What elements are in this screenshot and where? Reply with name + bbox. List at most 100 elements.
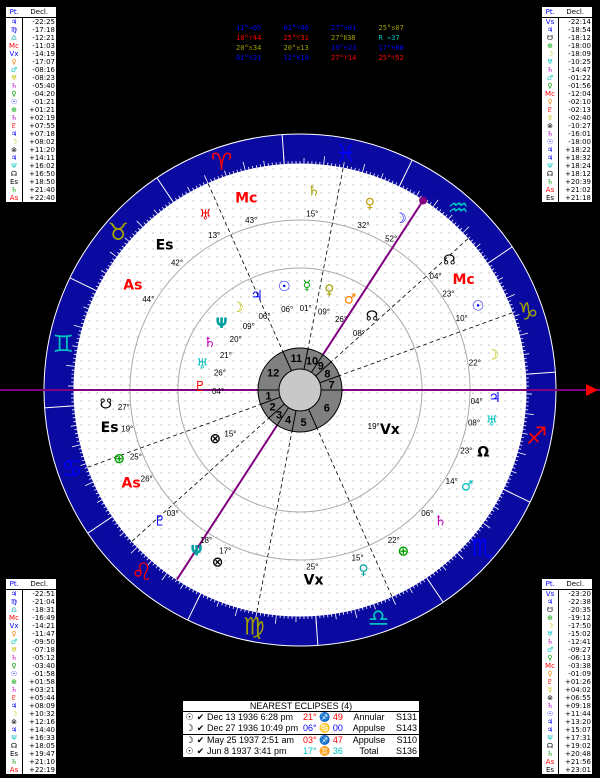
planet-degree: 08° bbox=[468, 418, 480, 427]
degree-tick bbox=[202, 594, 205, 598]
table-row: Es +19:47 bbox=[6, 750, 56, 758]
degree-tick bbox=[95, 492, 99, 495]
degree-tick bbox=[365, 606, 368, 610]
degree-tick bbox=[444, 562, 448, 566]
table-row: ☉ -01:21 bbox=[6, 98, 56, 106]
planet-glyph: ♀ bbox=[6, 630, 23, 638]
degree-tick bbox=[75, 341, 80, 344]
declination-value: +18:22 bbox=[564, 146, 591, 154]
degree-tick bbox=[152, 562, 156, 566]
sign-glyph-3: ♋ bbox=[61, 454, 83, 482]
declination-value: -22:14 bbox=[568, 18, 591, 26]
sign-boundary bbox=[502, 488, 531, 503]
table-row: ☊ +18:12 bbox=[542, 170, 592, 178]
degree-tick bbox=[221, 174, 224, 178]
table-row: ☉ +11:44 bbox=[542, 710, 592, 718]
planet-glyph: ⊗ bbox=[6, 718, 23, 726]
check-icon: ✔ bbox=[196, 723, 205, 733]
degree-tick bbox=[435, 206, 439, 210]
table-row: ♄ -16:01 bbox=[542, 130, 592, 138]
mc-arrow-icon bbox=[419, 196, 428, 205]
degree-tick bbox=[158, 567, 162, 571]
planet-glyph: Ψ bbox=[542, 734, 559, 742]
declination-value: +19:02 bbox=[564, 742, 591, 750]
degree-tick bbox=[510, 307, 514, 310]
degree-tick bbox=[450, 557, 454, 561]
planet-glyph: ♀ bbox=[6, 90, 23, 98]
planet-glyph: ♃ bbox=[542, 726, 559, 734]
planet-glyph: Es bbox=[156, 238, 174, 254]
table-row: ♅ -08:23 bbox=[6, 74, 56, 82]
degree-tick bbox=[248, 166, 250, 170]
table-row: ♂ -08:16 bbox=[6, 66, 56, 74]
planet-glyph: ♄ bbox=[542, 130, 559, 138]
declination-value: -23:20 bbox=[568, 590, 591, 598]
declination-value: -02:13 bbox=[568, 106, 591, 114]
degree-tick bbox=[522, 428, 526, 431]
degree-tick bbox=[517, 451, 527, 456]
degree-tick bbox=[89, 477, 93, 480]
eclipse-position: 03° ♐ 47 bbox=[303, 735, 343, 745]
degree-tick bbox=[422, 579, 426, 583]
degree-tick bbox=[520, 341, 525, 344]
header-decl: Decl. bbox=[22, 579, 56, 590]
declination-value: -10:25 bbox=[568, 58, 591, 66]
degree-tick bbox=[373, 173, 375, 177]
planet-glyph: Mc bbox=[542, 662, 559, 670]
degree-tick bbox=[116, 251, 120, 255]
table-row: ♍ -17:18 bbox=[6, 26, 56, 34]
table-row: ☉ -01:58 bbox=[6, 670, 56, 678]
planet-degree: 17° bbox=[219, 546, 231, 555]
table-row: ♇ +07:55 bbox=[6, 122, 56, 130]
table-row: Ψ +17:31 bbox=[542, 734, 592, 742]
declination-value: +03:21 bbox=[28, 686, 55, 694]
declination-value: -09:27 bbox=[568, 646, 591, 654]
planet-glyph: Ψ bbox=[191, 543, 203, 559]
degree-tick bbox=[472, 242, 476, 246]
degree-tick bbox=[92, 485, 96, 488]
declination-value: +05:44 bbox=[28, 694, 55, 702]
degree-tick bbox=[210, 179, 213, 183]
degree-tick bbox=[75, 432, 79, 435]
declination-value: +18:32 bbox=[564, 154, 591, 162]
degree-tick bbox=[251, 165, 254, 170]
degree-tick bbox=[516, 455, 520, 458]
degree-tick bbox=[495, 275, 499, 278]
house-number-5: 5 bbox=[301, 417, 307, 429]
planet-glyph: Ψ bbox=[216, 316, 228, 332]
degree-tick bbox=[94, 488, 98, 491]
degree-tick bbox=[119, 531, 125, 537]
declination-value: -06:13 bbox=[568, 654, 591, 662]
sign-boundary bbox=[315, 615, 319, 646]
planet-degree: 19° bbox=[368, 422, 380, 431]
degree-tick bbox=[130, 546, 138, 554]
degree-tick bbox=[126, 537, 130, 541]
degree-tick bbox=[147, 560, 153, 566]
sign-glyph-10: ♒ bbox=[447, 194, 469, 222]
table-row: As +21:56 bbox=[542, 758, 592, 766]
planet-glyph: ♀ bbox=[6, 662, 23, 670]
planet-glyph: ♂ bbox=[6, 66, 23, 74]
planet-degree: 22° bbox=[469, 358, 481, 367]
eclipse-date: Jun 8 1937 3:41 pm bbox=[207, 746, 287, 756]
degree-tick bbox=[143, 222, 147, 225]
eclipse-row: ☉ ✔ Dec 13 1936 6:28 pm 21° ♐ 49 Annular S131 bbox=[183, 712, 419, 723]
degree-tick bbox=[71, 444, 81, 448]
degree-tick bbox=[465, 543, 468, 547]
degree-tick bbox=[519, 444, 523, 446]
planet-glyph: ♃ bbox=[6, 702, 23, 710]
degree-tick bbox=[221, 602, 224, 606]
house-number-2: 2 bbox=[270, 401, 276, 413]
declination-value: +15:07 bbox=[564, 726, 591, 734]
declination-value: +10:32 bbox=[28, 710, 55, 718]
degree-tick bbox=[87, 474, 91, 477]
table-row: ♂ -09:27 bbox=[542, 646, 592, 654]
degree-tick bbox=[275, 614, 277, 624]
planet-glyph: As bbox=[6, 766, 23, 774]
planet-glyph: Ψ bbox=[6, 734, 23, 742]
declination-value: +20:48 bbox=[564, 750, 591, 758]
table-row: ♀ -11:47 bbox=[6, 630, 56, 638]
planet-glyph: ☽ bbox=[394, 211, 407, 227]
degree-tick bbox=[429, 574, 432, 578]
